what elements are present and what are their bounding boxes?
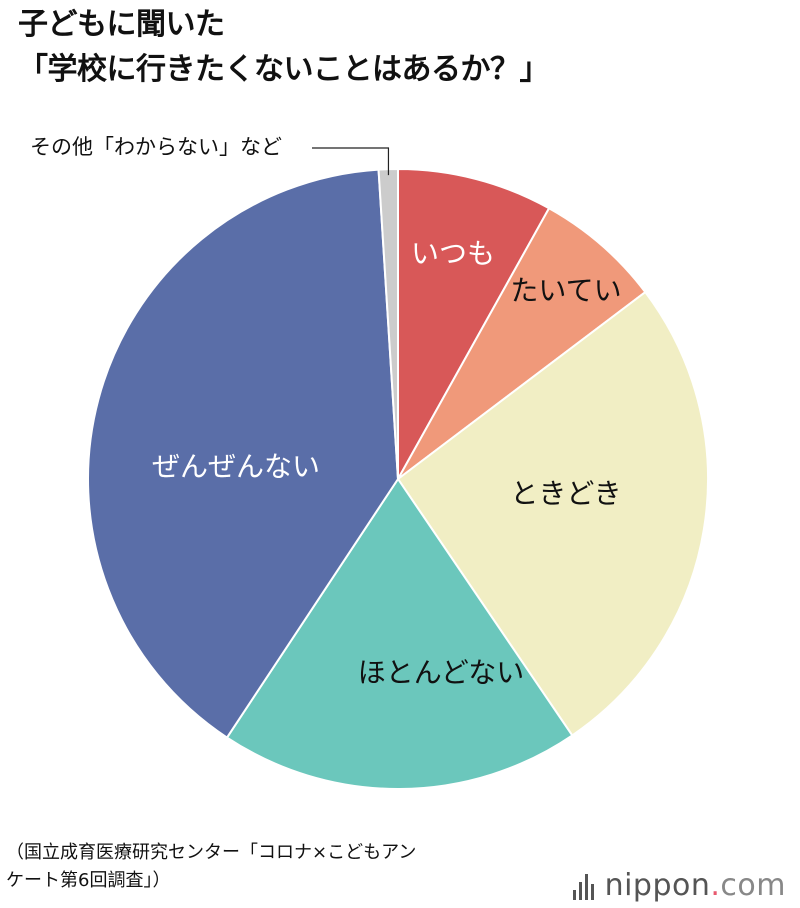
slice-label-ぜんぜんない: ぜんぜんない (152, 450, 320, 483)
pie-slice-3 (225, 477, 574, 790)
source-note-line-2: ケート第6回調査」） (6, 870, 171, 891)
nippon-com-logo: nippon. com (572, 868, 786, 903)
slice-label-ほとんどない: ほとんどない (358, 656, 525, 689)
pie-slice-1 (397, 206, 647, 480)
leader-line (312, 147, 390, 176)
pie-slice-2 (396, 290, 709, 737)
slice-label-その他-わからない-など: その他「わからない」など (30, 135, 282, 159)
source-note-line-1: （国立成育医療研究センター「コロナ×こどもアン (6, 842, 417, 863)
brand-tld: com (720, 868, 786, 903)
chart-title-line-1: 子どもに聞いた (18, 7, 225, 42)
chart-title-line-2: 「学校に行きたくないことはあるか？」 (18, 52, 550, 87)
brand-dot: . (710, 868, 721, 903)
bars-icon (572, 872, 597, 900)
pie-slice-4 (87, 168, 400, 739)
slice-label-いつも: いつも (411, 237, 495, 270)
pie-slice-0 (397, 167, 551, 483)
brand-name: nippon (604, 868, 711, 903)
slice-label-ときどき: ときどき (510, 477, 621, 510)
slice-label-たいてい: たいてい (510, 274, 621, 307)
